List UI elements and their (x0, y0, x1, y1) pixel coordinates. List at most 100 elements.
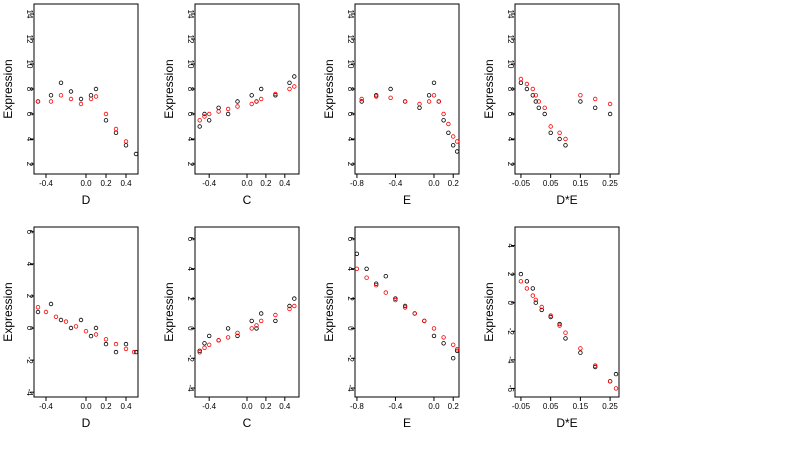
fitted-point (548, 124, 553, 129)
fitted-point (254, 99, 259, 104)
scatter-panel-2: -0.4 0.0 0.2 0.4 2 4 6 8 10 12 14 C Expression (162, 3, 300, 207)
y-tick-label: -2 (346, 355, 355, 363)
observed-point (607, 111, 613, 117)
fitted-point (536, 99, 541, 104)
fitted-point (388, 95, 393, 100)
y-tick-label: 6 (25, 112, 34, 117)
fitted-point (383, 290, 388, 295)
observed-point (451, 143, 456, 148)
fitted-point (35, 99, 41, 104)
fitted-point (58, 93, 64, 98)
fitted-point (402, 99, 408, 104)
plot-frame (514, 226, 620, 398)
y-tick-label: 10 (25, 60, 34, 69)
fitted-point (364, 275, 369, 280)
fitted-point (359, 96, 364, 102)
observed-point (88, 93, 94, 98)
y-tick-label: 0 (25, 326, 34, 331)
fitted-point (354, 266, 360, 271)
x-tick-label: 0.0 (80, 179, 92, 188)
y-axis-label: Expression (162, 59, 176, 118)
observed-point (48, 93, 54, 98)
observed-point (68, 325, 74, 331)
plot-frame (354, 226, 460, 398)
observed-point (530, 286, 535, 291)
y-tick-label: 4 (25, 137, 34, 142)
observed-point (518, 271, 524, 277)
observed-point (78, 317, 84, 323)
x-tick-label: 0.2 (260, 402, 272, 411)
fitted-point (539, 304, 544, 310)
observed-point (88, 333, 94, 339)
scatter-panel-3: -0.8 -0.4 0.0 0.2 2 4 6 8 10 12 14 E Expression (322, 3, 460, 207)
y-tick-label: 14 (506, 10, 515, 19)
observed-point (225, 111, 231, 117)
x-tick-label: 0.2 (100, 402, 112, 411)
observed-point (206, 118, 212, 123)
observed-point (35, 309, 41, 315)
fitted-point (113, 341, 119, 347)
fitted-point (206, 111, 212, 117)
fitted-point (88, 96, 94, 102)
fitted-point (273, 91, 278, 97)
y-tick-label: 6 (346, 237, 355, 242)
fitted-point (593, 96, 598, 102)
x-tick-label: 0.25 (602, 402, 618, 411)
fitted-point (113, 126, 119, 132)
y-axis-label: Expression (482, 59, 496, 118)
y-tick-label: 8 (25, 87, 34, 92)
fitted-point (557, 130, 562, 135)
fitted-point (123, 346, 129, 352)
fitted-point (374, 283, 379, 288)
fitted-point (292, 303, 297, 309)
y-tick-label: 2 (346, 162, 355, 167)
x-tick-label: -0.8 (350, 402, 364, 411)
x-tick-label: 0.2 (448, 179, 460, 188)
observed-point (78, 96, 84, 102)
observed-point (235, 99, 240, 104)
x-tick-label: 0.05 (543, 402, 559, 411)
plot-frame (194, 3, 300, 175)
observed-point (578, 350, 583, 355)
y-axis-label: Expression (1, 282, 15, 341)
fitted-point (518, 279, 524, 284)
observed-point (613, 371, 619, 377)
observed-point (446, 130, 451, 135)
observed-point (197, 348, 202, 353)
x-tick-label: -0.4 (39, 402, 53, 411)
fitted-point (287, 86, 292, 92)
y-tick-label: 14 (186, 10, 195, 19)
y-axis-label: Expression (322, 59, 336, 118)
observed-point (359, 99, 364, 104)
fitted-point (216, 338, 221, 343)
fitted-point (454, 347, 460, 352)
fitted-point (548, 313, 553, 318)
observed-point (93, 325, 99, 331)
fitted-point (78, 101, 84, 107)
observed-point (524, 86, 530, 92)
x-tick-label: -0.05 (512, 402, 531, 411)
fitted-point (530, 86, 535, 92)
y-tick-label: 2 (25, 162, 34, 167)
observed-point (254, 326, 259, 331)
y-tick-label: 12 (25, 35, 34, 44)
observed-point (273, 93, 278, 98)
y-tick-label: 6 (186, 112, 195, 117)
observed-point (454, 149, 460, 154)
y-tick-label: 4 (506, 137, 515, 142)
observed-point (539, 307, 544, 313)
fitted-point (524, 81, 530, 87)
fitted-point (426, 99, 432, 104)
fitted-point (225, 335, 231, 340)
fitted-point (73, 324, 79, 329)
x-axis-label: E (403, 416, 411, 430)
y-tick-label: 0 (506, 300, 515, 305)
observed-point (451, 356, 456, 361)
y-tick-label: 4 (186, 267, 195, 272)
fitted-point (607, 101, 613, 107)
plot-frame (33, 3, 139, 175)
observed-point (593, 364, 598, 370)
fitted-point (431, 326, 437, 331)
fitted-point (273, 312, 278, 318)
